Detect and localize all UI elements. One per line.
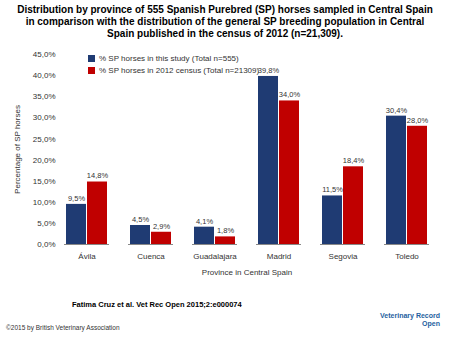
svg-text:34,0%: 34,0% [279,90,301,99]
svg-text:4,5%: 4,5% [132,215,149,224]
html-text:Fatima Cruz et al. Vet Rec Ope: Fatima Cruz et al. Vet Rec Open 2015;2:e… [72,300,242,309]
svg-text:10,0%: 10,0% [33,198,56,207]
svg-text:30,4%: 30,4% [386,106,408,115]
svg-text:9,5%: 9,5% [68,194,85,203]
svg-text:5,0%: 5,0% [37,219,55,228]
svg-text:4,1%: 4,1% [196,217,213,226]
svg-text:Percentage of SP horses: Percentage of SP horses [13,105,22,194]
svg-text:Province in Central Spain: Province in Central Spain [202,268,292,277]
svg-text:2,9%: 2,9% [153,222,170,231]
svg-text:Cuenca: Cuenca [137,252,165,261]
svg-text:14,8%: 14,8% [87,171,109,180]
html-text:Distribution by province of 55: Distribution by province of 555 Spanish … [17,4,433,39]
svg-text:1,8%: 1,8% [217,226,234,235]
svg-text:Madrid: Madrid [267,252,291,261]
svg-text:11,5%: 11,5% [322,185,343,194]
svg-text:Toledo: Toledo [395,252,419,261]
svg-text:45,0%: 45,0% [33,50,56,59]
html-text:% SP horses in this study (Tot: % SP horses in this study (Total n=555) [99,54,239,63]
html-text:Veterinary Record Open: Veterinary Record Open [380,312,440,327]
svg-text:15,0%: 15,0% [33,177,56,186]
svg-text:25,0%: 25,0% [33,135,56,144]
svg-text:28,0%: 28,0% [407,116,429,125]
svg-text:20,0%: 20,0% [33,156,56,165]
svg-text:Guadalajara: Guadalajara [193,252,237,261]
html-text:% SP horses in 2012 census (To: % SP horses in 2012 census (Total n=2130… [99,66,260,75]
svg-text:Ávila: Ávila [78,252,96,261]
svg-text:0,0%: 0,0% [37,240,55,249]
svg-text:40,0%: 40,0% [33,71,56,80]
svg-text:Segovia: Segovia [329,252,358,261]
svg-text:39,8%: 39,8% [258,66,280,75]
svg-text:30,0%: 30,0% [33,113,56,122]
svg-text:18,4%: 18,4% [343,156,365,165]
svg-text:35,0%: 35,0% [33,92,56,101]
html-text:©2015 by British Veterinary As: ©2015 by British Veterinary Association [6,324,120,331]
